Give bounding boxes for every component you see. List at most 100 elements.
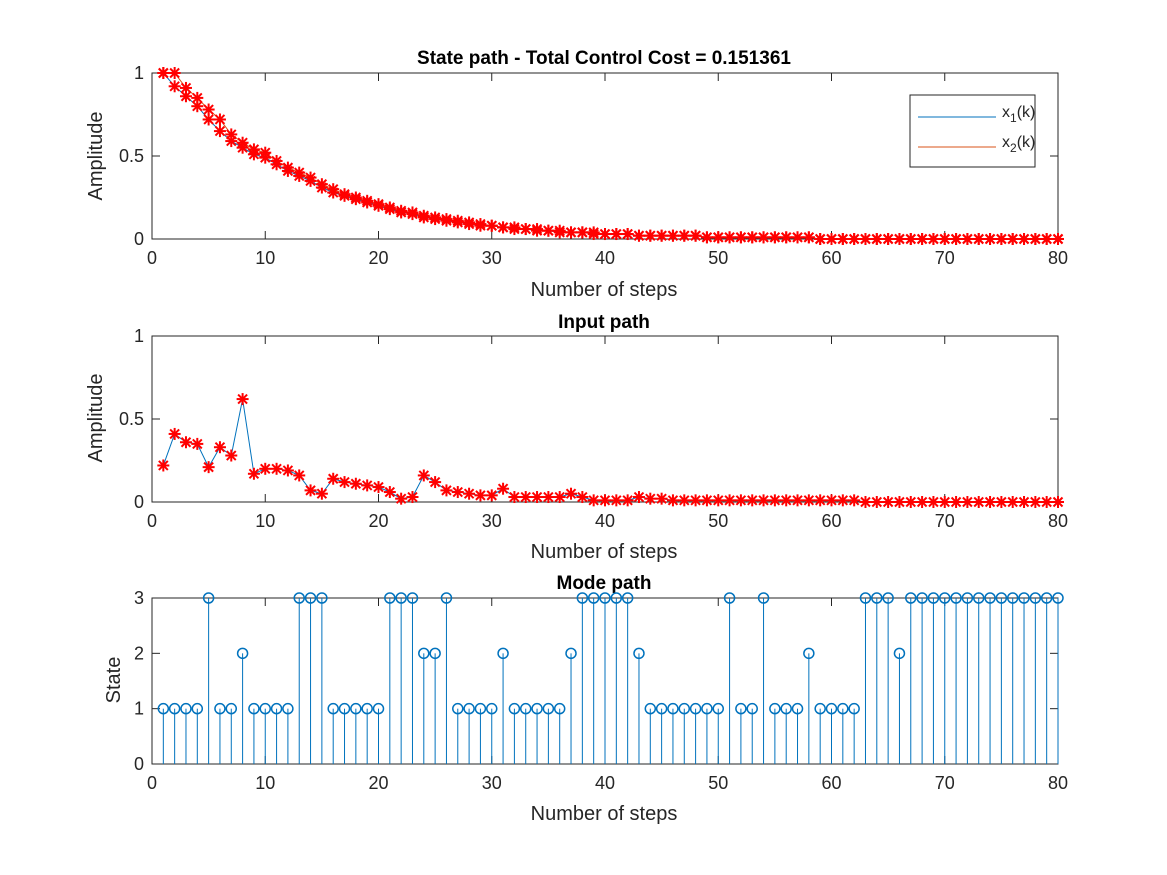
input-point [757,494,770,507]
input-point [746,494,759,507]
mode-stem-marker [950,592,962,604]
x-tick-label: 0 [147,773,157,793]
series-2-point [780,231,793,244]
input-point [655,492,668,505]
series-2-point [961,233,974,245]
input-point [802,494,815,507]
series-2-point [746,231,759,244]
series-2-point [1052,233,1064,245]
state-path-ylabel: Amplitude [85,112,107,201]
y-tick-label: 0 [134,492,144,512]
mode-stem-marker [939,592,951,604]
mode-path-axes: Mode path State Number of steps 0 10 20 30 4… [103,573,1068,825]
input-point [587,494,600,507]
input-point [485,489,498,502]
input-point [904,496,917,508]
series-2-point [1018,233,1031,245]
x-tick-label: 60 [821,511,841,531]
series-2-point [848,233,861,245]
input-point [1006,496,1019,508]
series-2-point [157,67,170,79]
x-tick-label: 30 [482,511,502,531]
input-point [225,449,238,462]
x-tick-label: 70 [935,248,955,268]
y-tick-label: 1 [134,699,144,719]
y-tick-label: 1 [134,326,144,346]
series-2-point [678,229,691,242]
x-tick-label: 20 [368,511,388,531]
input-point [870,496,883,508]
series-2-point [485,219,498,232]
input-point [247,467,260,480]
series-2-point [1040,233,1053,245]
input-point [678,494,691,507]
input-point [270,462,283,475]
mode-stem-marker [1029,592,1042,604]
input-point [814,494,827,507]
mode-stem-marker [757,592,770,604]
mode-stem-marker [327,702,339,715]
series-2-point [565,226,578,239]
mode-stem-marker [508,702,521,715]
mode-stem-marker [837,702,849,715]
mode-stem-marker [701,702,713,715]
mode-stem-marker [248,702,260,715]
series-2-point [542,224,555,237]
series-1-point [168,80,181,93]
x-tick-label: 0 [147,511,157,531]
x-tick-label: 40 [595,511,615,531]
x-tick-label: 0 [147,248,157,268]
mode-stem-marker [678,702,691,715]
mode-stem-marker [180,702,192,715]
mode-stem-marker [848,702,860,715]
series-2-point [825,233,838,245]
mode-stem-marker [372,702,385,715]
mode-stem-marker [723,592,736,604]
series-2-point [870,233,883,245]
mode-stem-marker [746,702,758,715]
input-point [836,494,849,507]
mode-stem-marker [1040,592,1053,604]
series-2-point [632,229,645,242]
series-2-point [599,228,611,241]
series-2-point [655,229,668,242]
series-2-point [814,233,827,245]
input-point [576,491,589,504]
mode-stem-marker [452,702,464,715]
x-tick-label: 20 [368,773,388,793]
mode-stem-marker [361,702,373,715]
mode-stem-marker [304,592,317,604]
input-point [859,496,872,508]
series-2-point [179,81,192,94]
mode-stem-marker [825,702,838,715]
input-point [213,441,226,454]
input-point [304,484,317,497]
mode-stem-marker [655,702,668,715]
input-point [429,476,442,489]
input-point [281,464,294,477]
x-tick-label: 70 [935,773,955,793]
legend-box [909,94,1036,168]
input-path-axes: Input path Amplitude Number of steps 0 10… [85,312,1068,563]
mode-stem-marker [519,702,532,715]
series-2-point [202,103,215,116]
input-point [666,494,679,507]
series-2-point [236,136,249,149]
input-point [406,491,419,504]
input-point [848,494,861,507]
mode-path-xlabel: Number of steps [531,803,678,825]
series-2-point [950,233,963,245]
x-tick-label: 50 [708,511,728,531]
input-point [972,496,985,508]
input-point [553,491,566,504]
mode-stem-marker [214,702,226,715]
mode-stem-marker [338,702,351,715]
mode-stem-marker [803,647,815,660]
series-2-point [451,214,464,227]
mode-stem-marker [780,702,792,715]
series-2-point [383,201,396,214]
series-2-point [463,216,476,229]
input-point [451,486,464,499]
series-2-point [191,91,204,104]
mode-stem-marker [293,592,305,604]
